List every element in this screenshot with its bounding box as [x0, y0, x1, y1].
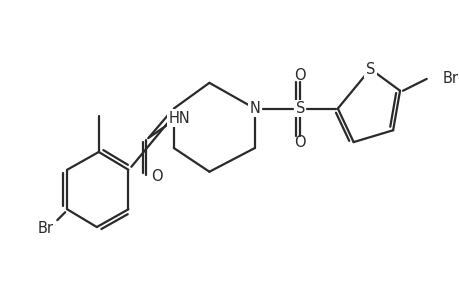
- Text: Br: Br: [442, 71, 458, 86]
- Text: O: O: [294, 135, 305, 150]
- Text: O: O: [151, 169, 162, 184]
- Text: S: S: [295, 101, 304, 116]
- Text: N: N: [249, 101, 260, 116]
- Text: O: O: [294, 68, 305, 83]
- Text: S: S: [365, 61, 374, 76]
- Text: Br: Br: [37, 220, 53, 236]
- Text: HN: HN: [168, 111, 190, 126]
